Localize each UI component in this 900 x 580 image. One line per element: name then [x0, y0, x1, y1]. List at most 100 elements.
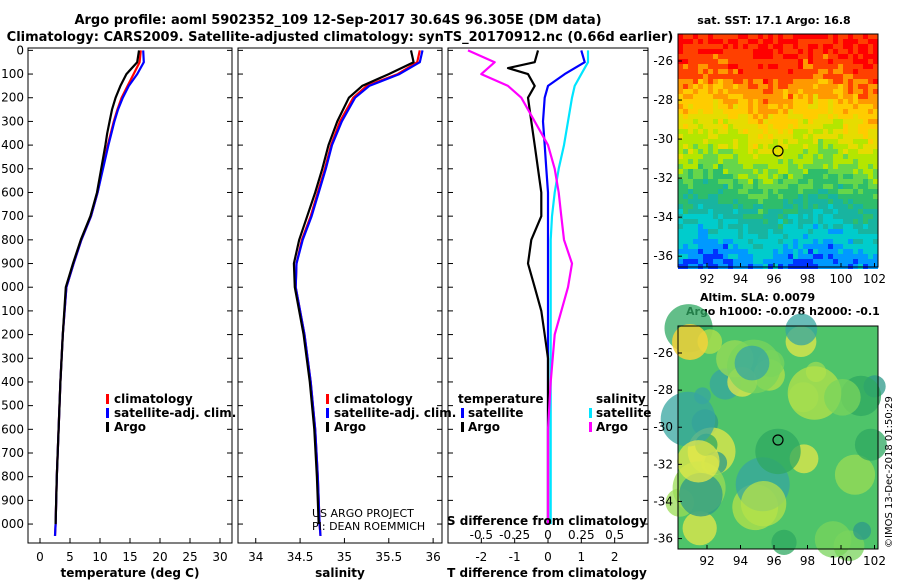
sst-cell — [713, 159, 718, 164]
sst-cell — [813, 229, 818, 234]
sst-cell — [738, 119, 743, 124]
sal-legend-climatology-label: climatology — [334, 392, 413, 406]
sst-cell — [783, 94, 788, 99]
sst-cell — [873, 44, 878, 49]
sst-cell — [678, 134, 683, 139]
sst-cell — [683, 234, 688, 239]
sst-cell — [708, 234, 713, 239]
sst-cell — [818, 164, 823, 169]
sst-cell — [863, 174, 868, 179]
sst-cell — [768, 169, 773, 174]
sst-cell — [858, 244, 863, 249]
sst-cell — [798, 34, 803, 39]
sst-cell — [833, 184, 838, 189]
sst-cell — [823, 34, 828, 39]
sst-cell — [733, 229, 738, 234]
sst-cell — [793, 149, 798, 154]
sst-cell — [678, 74, 683, 79]
sst-cell — [768, 184, 773, 189]
sst-cell — [733, 129, 738, 134]
sst-cell — [863, 209, 868, 214]
sst-cell — [838, 184, 843, 189]
sst-cell — [793, 184, 798, 189]
map-lat-label: -26 — [653, 346, 673, 360]
sst-cell — [768, 199, 773, 204]
sst-cell — [703, 259, 708, 264]
sst-cell — [743, 164, 748, 169]
sst-cell — [763, 104, 768, 109]
sst-cell — [783, 204, 788, 209]
sst-cell — [803, 174, 808, 179]
sst-cell — [718, 99, 723, 104]
sst-cell — [723, 224, 728, 229]
sst-cell — [828, 249, 833, 254]
sst-cell — [853, 164, 858, 169]
sst-cell — [718, 209, 723, 214]
sst-cell — [873, 119, 878, 124]
sst-cell — [728, 149, 733, 154]
sst-cell — [858, 74, 863, 79]
sst-cell — [788, 214, 793, 219]
sst-cell — [828, 254, 833, 259]
sst-cell — [853, 204, 858, 209]
sst-cell — [678, 89, 683, 94]
sst-cell — [798, 169, 803, 174]
sst-cell — [708, 164, 713, 169]
sst-cell — [698, 124, 703, 129]
x-top-tick-label: 0.25 — [568, 528, 595, 542]
sst-cell — [858, 124, 863, 129]
sst-cell — [813, 184, 818, 189]
sst-cell — [708, 224, 713, 229]
sst-map-field — [678, 34, 878, 269]
sst-cell — [723, 194, 728, 199]
sst-cell — [688, 59, 693, 64]
sst-cell — [838, 229, 843, 234]
sst-cell — [728, 179, 733, 184]
sst-cell — [693, 129, 698, 134]
sst-cell — [733, 239, 738, 244]
sst-cell — [773, 54, 778, 59]
sst-cell — [723, 74, 728, 79]
sst-cell — [713, 139, 718, 144]
sst-cell — [768, 34, 773, 39]
sst-cell — [803, 189, 808, 194]
sst-cell — [863, 129, 868, 134]
sst-cell — [693, 179, 698, 184]
sst-cell — [833, 134, 838, 139]
sst-cell — [763, 134, 768, 139]
sst-cell — [778, 239, 783, 244]
sla-map-frame — [677, 325, 879, 550]
sst-cell — [833, 59, 838, 64]
sst-cell — [778, 179, 783, 184]
sst-cell — [713, 39, 718, 44]
sst-cell — [678, 144, 683, 149]
sst-cell — [758, 244, 763, 249]
sst-cell — [693, 44, 698, 49]
sst-cell — [828, 104, 833, 109]
sst-cell — [748, 49, 753, 54]
sst-cell — [823, 179, 828, 184]
sst-cell — [693, 244, 698, 249]
sst-cell — [778, 154, 783, 159]
sst-cell — [728, 119, 733, 124]
sst-cell — [723, 34, 728, 39]
sst-cell — [823, 99, 828, 104]
sst-cell — [798, 179, 803, 184]
sst-cell — [683, 94, 688, 99]
sst-cell — [833, 149, 838, 154]
sst-cell — [758, 134, 763, 139]
sst-cell — [848, 204, 853, 209]
sst-cell — [723, 94, 728, 99]
sst-cell — [828, 184, 833, 189]
sst-cell — [733, 169, 738, 174]
sst-cell — [858, 54, 863, 59]
sst-cell — [863, 79, 868, 84]
sst-cell — [783, 169, 788, 174]
sst-cell — [753, 204, 758, 209]
sst-cell — [848, 234, 853, 239]
sst-cell — [868, 144, 873, 149]
sst-cell — [843, 224, 848, 229]
sst-cell — [838, 144, 843, 149]
sst-cell — [683, 204, 688, 209]
sst-cell — [823, 89, 828, 94]
